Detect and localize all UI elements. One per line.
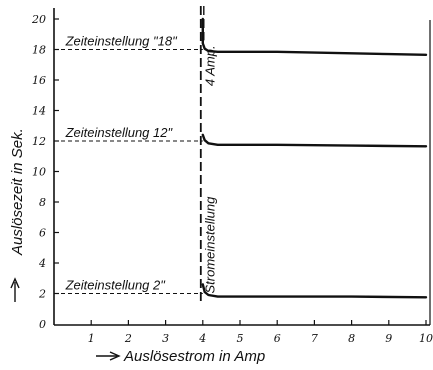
annotation-1: Zeiteinstellung "18" <box>65 34 179 49</box>
x-tick-label-9: 9 <box>385 332 392 345</box>
annotation-2: Zeiteinstellung 12" <box>65 125 174 140</box>
x-tick-label-3: 3 <box>162 332 169 345</box>
series-line-1 <box>201 17 428 56</box>
x-axis-label: Auslösestrom in Amp <box>123 348 265 365</box>
series-line-3 <box>201 283 428 299</box>
annotation-4: Stromeinstellung <box>203 196 218 294</box>
x-tick-label-1: 1 <box>88 332 95 345</box>
annotation-3: Zeiteinstellung 2" <box>65 278 167 293</box>
x-tick-label-2: 2 <box>124 332 132 345</box>
y-tick-label-8: 8 <box>39 196 46 209</box>
axis-labels: Auslösezeit in Sek. Auslösestrom in Amp <box>9 128 265 365</box>
y-tick-label-20: 20 <box>31 13 46 26</box>
x-tick-label-10: 10 <box>419 332 433 345</box>
y-axis-label: Auslösezeit in Sek. <box>9 128 26 256</box>
x-tick-label-6: 6 <box>274 332 281 345</box>
x-tick-label-5: 5 <box>237 332 244 345</box>
y-axis-arrow-head <box>10 277 20 289</box>
y-tick-label-6: 6 <box>39 227 46 240</box>
axes <box>53 8 431 326</box>
x-axis-arrow-head <box>109 351 121 361</box>
y-tick-label-14: 14 <box>32 105 46 118</box>
y-tick-label-0: 0 <box>39 318 46 331</box>
y-tick-label-10: 10 <box>32 166 46 179</box>
y-tick-label-2: 2 <box>38 288 46 301</box>
annotations: Zeiteinstellung "18" Zeiteinstellung 12" Z… <box>65 34 218 294</box>
series-line-2 <box>201 133 428 148</box>
x-tick-label-4: 4 <box>198 332 206 345</box>
y-tick-label-18: 18 <box>32 44 46 57</box>
y-tick-label-12: 12 <box>32 135 46 148</box>
series-lines <box>201 17 428 299</box>
x-tick-label-7: 7 <box>311 332 318 345</box>
y-tick-label-16: 16 <box>32 74 46 87</box>
y-tick-label-4: 4 <box>38 257 46 270</box>
annotation-5: 4 Amp. <box>203 45 218 86</box>
x-tick-label-8: 8 <box>348 332 355 345</box>
reference-lines <box>54 49 203 294</box>
